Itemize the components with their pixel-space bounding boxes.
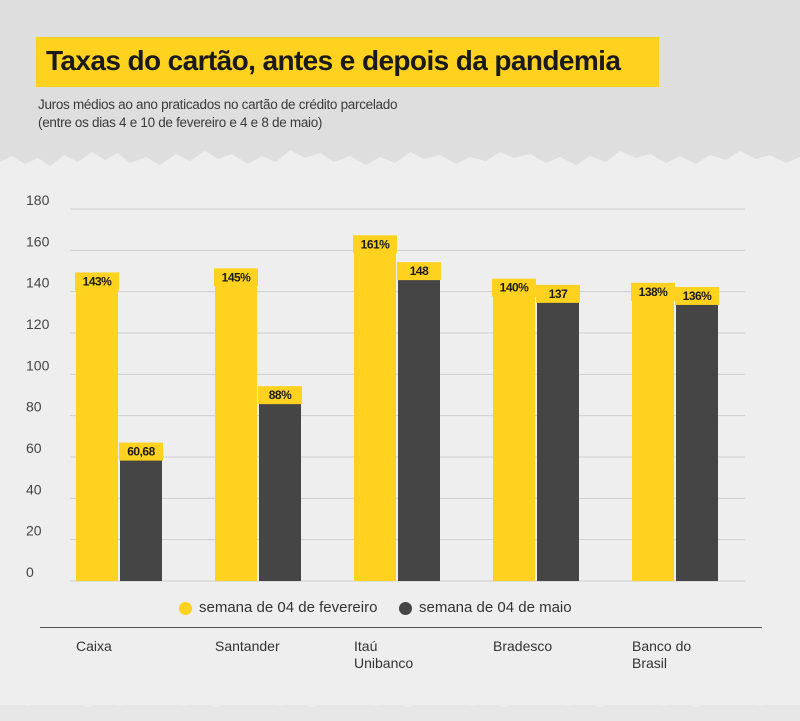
data-label-box (536, 284, 580, 303)
data-label: 148 (410, 264, 429, 278)
x-category-label: Bradesco (493, 638, 553, 654)
data-label: 161% (361, 237, 391, 251)
data-label-box (675, 286, 719, 305)
footer-band (0, 705, 800, 721)
data-label: 140% (500, 281, 530, 295)
bar-may (120, 455, 162, 581)
y-tick-label: 40 (26, 481, 42, 497)
y-tick-label: 120 (26, 316, 50, 332)
legend: semana de 04 de fevereiro semana de 04 d… (0, 597, 800, 621)
legend-swatch-feb (179, 602, 192, 615)
torn-paper-edge-top (0, 150, 800, 178)
data-label-box (258, 386, 302, 405)
bar-may (537, 297, 579, 581)
data-label-box (214, 268, 258, 287)
bar-feb (493, 291, 535, 581)
data-label-box (75, 272, 119, 291)
data-label-box (631, 282, 675, 301)
y-tick-label: 180 (26, 192, 50, 208)
data-label: 137 (549, 287, 568, 301)
data-label-box (119, 442, 163, 461)
data-label: 143% (83, 274, 113, 288)
y-tick-label: 0 (26, 564, 34, 580)
chart-title: Taxas do cartão, antes e depois da pande… (46, 45, 621, 76)
bar-may (398, 275, 440, 581)
torn-paper-edge-bottom (0, 698, 800, 707)
bar-may (676, 299, 718, 581)
data-label: 60,68 (127, 445, 155, 459)
legend-swatch-may (399, 602, 412, 615)
bar-feb (215, 281, 257, 581)
bar-chart: 0 20 40 60 80 100 120 140 160 180 143% 145% 161% 140%… (26, 192, 745, 582)
bar-feb (354, 248, 396, 581)
y-tick-label: 60 (26, 440, 42, 456)
chart-subtitle-line2: (entre os dias 4 e 10 de fevereiro e 4 e… (38, 115, 323, 130)
y-tick-label: 100 (26, 357, 50, 373)
title-highlight (36, 37, 659, 87)
data-label: 136% (683, 289, 713, 303)
y-tick-label: 160 (26, 233, 50, 249)
data-label-box (492, 278, 536, 297)
legend-label-feb: semana de 04 de fevereiro (199, 599, 378, 616)
x-category-label: Caixa (76, 638, 112, 654)
chart-subtitle-line1: Juros médios ao ano praticados no cartão… (38, 97, 398, 112)
x-category-label: Itaú Unibanco (354, 638, 414, 671)
data-label: 145% (222, 270, 252, 284)
bar-may (259, 399, 301, 581)
data-label: 138% (639, 285, 669, 299)
bar-feb (632, 295, 674, 581)
bar-feb (76, 285, 118, 581)
x-category-label: Banco do Brasil (632, 638, 692, 671)
y-tick-label: 140 (26, 275, 50, 291)
x-category-label: Santander (215, 638, 280, 654)
data-label-box (397, 262, 441, 281)
data-label-box (353, 235, 397, 254)
data-label: 88% (269, 388, 292, 402)
y-tick-label: 80 (26, 399, 42, 415)
y-tick-label: 20 (26, 523, 42, 539)
legend-label-may: semana de 04 de maio (419, 599, 572, 616)
category-divider (40, 627, 762, 628)
